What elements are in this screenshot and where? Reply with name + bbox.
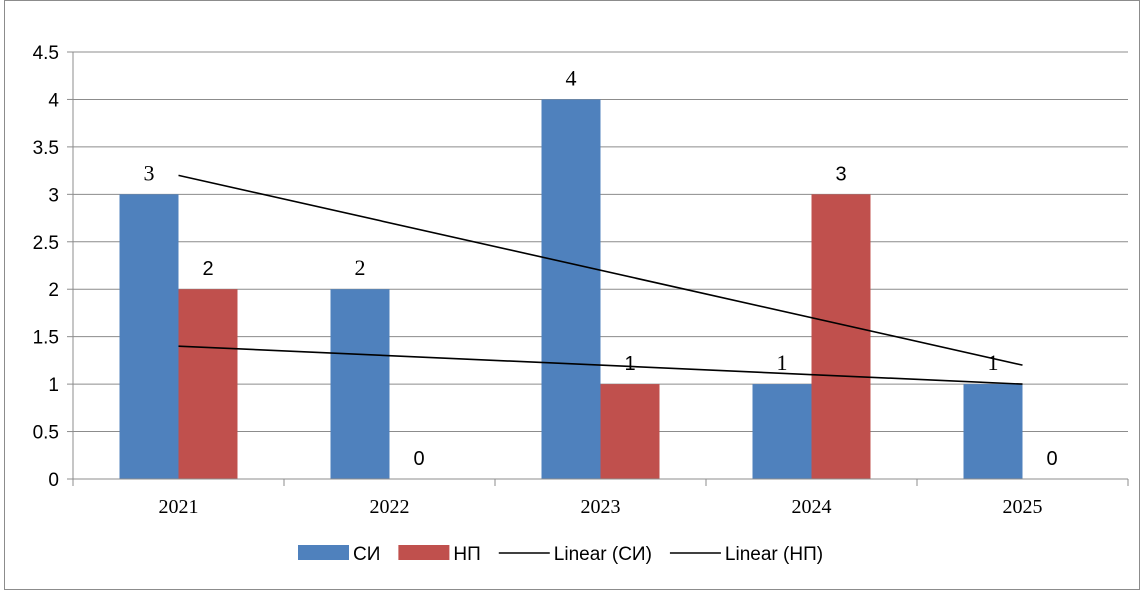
legend-swatch — [398, 545, 450, 560]
x-tick-label: 2021 — [159, 496, 199, 518]
x-tick-label: 2025 — [1003, 496, 1043, 518]
chart-frame: 0 0.5 1 1.5 2 2.5 3 3.5 4 4.5 2021 2022 2023 2024 2025… — [4, 0, 1140, 590]
legend-swatch — [298, 545, 349, 560]
legend-label: Linear (СИ) — [554, 544, 652, 565]
legend-label: СИ — [353, 544, 380, 565]
y-tick-label: 4 — [48, 90, 59, 111]
data-label: 1 — [988, 350, 999, 375]
y-tick-label: 3 — [48, 185, 59, 206]
data-label: 4 — [566, 65, 577, 90]
data-label: 1 — [777, 350, 788, 375]
y-tick-label: 2 — [48, 280, 59, 301]
bar — [600, 384, 660, 479]
data-label: 3 — [835, 163, 846, 185]
y-tick-label: 3.5 — [33, 138, 59, 159]
bar — [752, 384, 812, 479]
data-label: 2 — [202, 258, 213, 280]
bar — [119, 194, 179, 480]
data-labels: 3 2 2 0 4 1 1 3 1 0 — [144, 65, 1058, 470]
bar — [811, 194, 871, 480]
x-tick-label: 2024 — [792, 496, 832, 518]
bar — [541, 99, 601, 479]
x-tick-label: 2023 — [581, 496, 621, 518]
y-tick-label: 2.5 — [33, 233, 59, 254]
data-label: 3 — [144, 160, 155, 185]
trendline — [178, 345, 1023, 385]
data-label: 2 — [355, 255, 366, 280]
legend: СИ НП Linear (СИ) Linear (НП) — [298, 544, 823, 565]
y-tick-label: 4.5 — [33, 43, 59, 64]
x-tick-label: 2022 — [370, 496, 410, 518]
data-label: 1 — [624, 353, 635, 375]
y-tick-label: 0 — [48, 470, 59, 491]
bars — [119, 99, 1023, 480]
bar — [963, 384, 1023, 479]
data-label: 0 — [1046, 448, 1057, 470]
bar — [330, 289, 390, 479]
y-tick-label: 1 — [48, 375, 59, 396]
trendline — [178, 174, 1023, 366]
trendlines — [178, 174, 1023, 385]
y-tick-label: 1.5 — [33, 328, 59, 349]
bar — [178, 289, 238, 479]
legend-label: НП — [453, 544, 480, 565]
legend-label: Linear (НП) — [725, 544, 823, 565]
y-tick-label: 0.5 — [33, 423, 59, 444]
data-label: 0 — [413, 448, 424, 470]
